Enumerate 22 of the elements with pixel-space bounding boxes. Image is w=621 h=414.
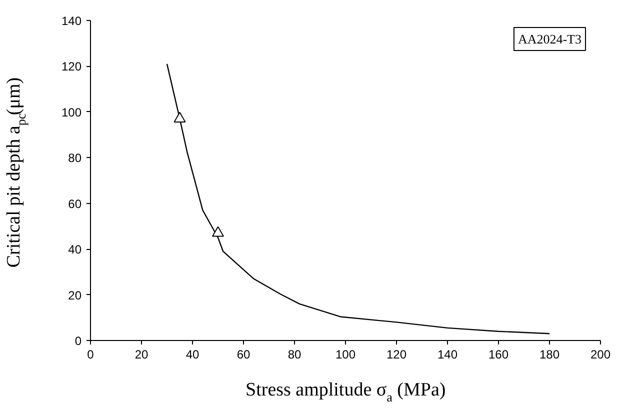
x-tick-label: 80 <box>288 348 302 362</box>
x-tick-label: 160 <box>488 348 509 362</box>
x-tick-label: 0 <box>87 348 94 362</box>
y-tick-label: 140 <box>61 14 82 28</box>
annotation: AA2024-T3 <box>518 32 582 46</box>
y-tick-label: 20 <box>68 288 82 302</box>
y-axis-title: Critical pit depth apc(μm) <box>4 77 28 268</box>
x-tick-label: 100 <box>335 348 356 362</box>
x-tick-label: 60 <box>236 348 250 362</box>
y-tick-label: 100 <box>61 105 82 120</box>
x-tick-label: 40 <box>186 348 200 362</box>
x-tick-label: 200 <box>590 348 611 362</box>
line-series <box>166 63 550 334</box>
y-tick-label: 40 <box>68 242 82 257</box>
x-tick-label: 20 <box>134 348 148 362</box>
y-tick-label: 80 <box>68 151 82 166</box>
x-tick-label: 120 <box>386 348 407 362</box>
x-tick-label: 180 <box>539 348 560 362</box>
y-tick-label: 60 <box>68 196 82 211</box>
y-tick-label: 0 <box>74 334 82 348</box>
x-tick-label: 140 <box>437 348 458 362</box>
y-tick-label: 120 <box>61 60 82 74</box>
